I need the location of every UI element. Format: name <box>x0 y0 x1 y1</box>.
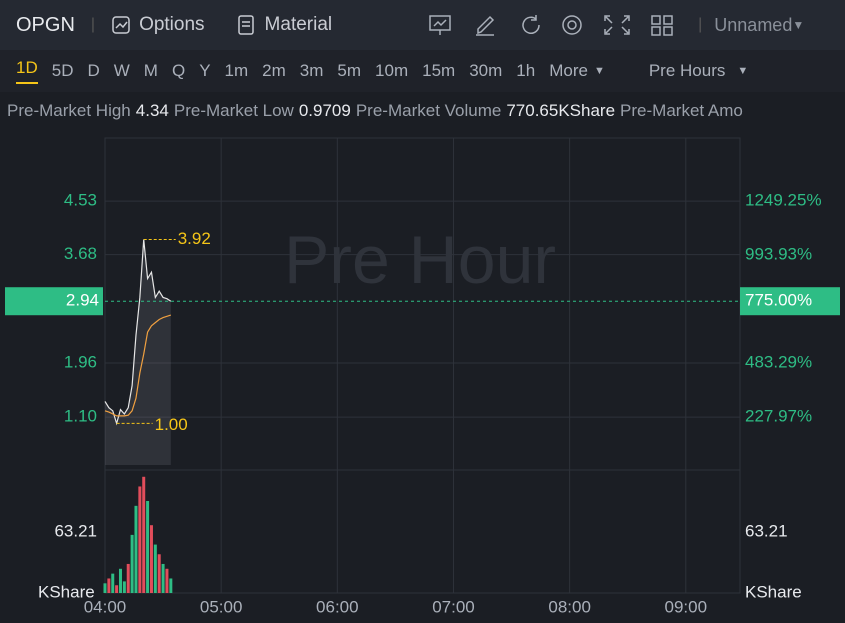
volume-bar <box>157 554 161 593</box>
last-price: 2.94 <box>66 291 99 310</box>
material-icon[interactable] <box>237 15 255 35</box>
volume-tick-label: 63.21 <box>745 521 788 540</box>
timeframe[interactable]: 2m <box>262 61 286 80</box>
watermark: Pre Hour <box>284 222 556 298</box>
stat-label: Pre-Market High <box>7 101 131 120</box>
y-tick-label: 1.96 <box>64 352 97 371</box>
timeframe[interactable]: Q <box>171 61 186 80</box>
options[interactable]: Options <box>139 14 205 35</box>
timeframe[interactable]: M <box>143 61 158 80</box>
symbol[interactable]: OPGN <box>16 13 75 36</box>
timeframe[interactable]: More <box>549 61 588 80</box>
timeframe[interactable]: 5D <box>51 61 74 80</box>
timeframe[interactable]: 30m <box>469 61 503 80</box>
timeframe[interactable]: 10m <box>375 61 409 80</box>
high-label: 3.92 <box>178 229 211 248</box>
price-area <box>105 239 171 465</box>
timeframe-bar: 1D 5D D W M Q Y 1m 2m 3m 5m 10m 15m 30m 1h More ▼ Pre Hou… <box>0 50 845 92</box>
timeframe[interactable]: Y <box>199 61 211 80</box>
price-line <box>104 314 172 417</box>
x-tick-label: 09:00 <box>665 597 708 616</box>
x-tick-label: 06:00 <box>316 597 359 616</box>
volume-bar <box>165 568 169 593</box>
y-tick-label: 3.68 <box>64 244 97 263</box>
volume-bar <box>138 486 142 593</box>
volume-bar <box>103 583 107 593</box>
volume-bar <box>118 568 122 593</box>
volume-bar <box>134 505 138 593</box>
volume-bar <box>126 563 130 593</box>
session-caret[interactable]: ▼ <box>737 65 749 77</box>
volume-bar <box>122 581 126 593</box>
low-label: 1.00 <box>155 415 188 434</box>
timeframe[interactable]: W <box>113 61 130 80</box>
timeframe[interactable]: 15m <box>422 61 456 80</box>
layout-name[interactable]: Unnamed <box>714 14 793 35</box>
volume-bar <box>146 500 150 593</box>
timeframe[interactable]: 5m <box>337 61 362 80</box>
volume-tick-label: 63.21 <box>54 521 97 540</box>
y2-tick-label: 1249.25% <box>745 190 822 209</box>
volume-unit: KShare <box>38 582 95 601</box>
chart: 04:00 05:00 06:00 07:00 08:00 09:00 1.10 1.96 3.… <box>5 137 840 616</box>
stats-bar: Pre-Market High 4.34 Pre-Market Low 0.9709 P… <box>0 92 845 130</box>
x-tick-label: 05:00 <box>200 597 243 616</box>
x-tick-label: 07:00 <box>432 597 475 616</box>
last-percent: 775.00% <box>745 291 812 310</box>
price-line <box>104 239 172 426</box>
volume-unit: KShare <box>745 582 802 601</box>
more-caret[interactable]: ▼ <box>593 65 605 77</box>
volume-bar <box>153 544 157 593</box>
volume-bar <box>161 563 165 593</box>
stat-value: 0.9709 <box>298 101 351 120</box>
session[interactable]: Pre Hours <box>648 61 726 80</box>
last-percent-box <box>740 287 840 316</box>
volume-bar <box>107 578 111 593</box>
y2-tick-label: 993.93% <box>745 244 812 263</box>
y2-tick-label: 483.29% <box>745 352 812 371</box>
tool-icons[interactable] <box>428 13 688 37</box>
plot-border <box>104 137 741 594</box>
toolbar: OPGN | Options Material | Unnamed ▼ <box>0 0 845 50</box>
x-tick-label: 08:00 <box>548 597 591 616</box>
volume-bar <box>130 534 134 593</box>
stat-value: 770.65KShare <box>506 101 616 120</box>
last-price-box <box>5 287 103 316</box>
volume-bar <box>149 525 153 593</box>
stat-value: 4.34 <box>135 101 169 120</box>
volume-bar <box>111 573 115 593</box>
timeframe[interactable]: 1D <box>16 58 38 84</box>
stat-label: Pre-Market Amo <box>620 101 743 120</box>
timeframe[interactable]: 3m <box>299 61 324 80</box>
timeframe[interactable]: 1h <box>516 61 536 80</box>
volume-bar <box>169 578 173 593</box>
volume-bar <box>115 585 119 593</box>
volume-bar <box>142 476 146 593</box>
y-tick-label: 4.53 <box>64 191 97 210</box>
stat-label: Pre-Market Volume <box>355 101 502 120</box>
y-tick-label: 1.10 <box>64 407 97 426</box>
y2-tick-label: 227.97% <box>745 406 812 425</box>
material[interactable]: Material <box>264 14 333 35</box>
options-icon[interactable] <box>111 15 131 35</box>
stat-label: Pre-Market Low <box>173 101 294 120</box>
timeframe[interactable]: 1m <box>224 61 249 80</box>
x-tick-label: 04:00 <box>84 597 127 616</box>
timeframe[interactable]: D <box>87 61 100 80</box>
